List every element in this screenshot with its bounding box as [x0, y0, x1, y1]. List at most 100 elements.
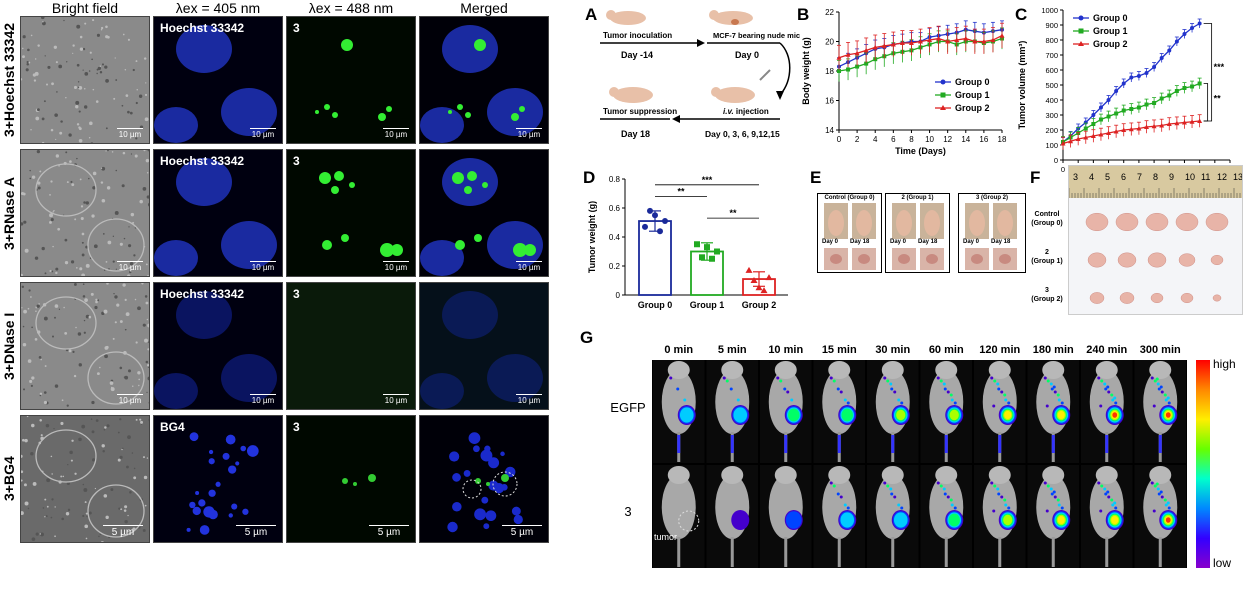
x-tick-label: 0 [1061, 165, 1065, 174]
fluorescence-speck [1111, 503, 1115, 507]
texture-speck [113, 97, 116, 100]
scale-bar-text: 10 µm [251, 263, 275, 272]
micrograph-bg [420, 416, 548, 542]
texture-speck [102, 232, 105, 235]
texture-speck [26, 60, 29, 64]
scale-bar-line [383, 128, 409, 129]
scale-bar-line [383, 261, 409, 262]
fluorescence-speck [1167, 506, 1171, 510]
texture-speck [55, 267, 59, 271]
texture-speck [36, 150, 41, 154]
texture-speck [36, 108, 40, 112]
mouse-silhouette [768, 370, 803, 434]
x-tick-label: 10 [925, 135, 934, 144]
y-tick-label: 200 [1045, 126, 1058, 135]
texture-speck [45, 423, 50, 428]
bg4-focus [513, 514, 523, 525]
texture-speck [117, 458, 121, 462]
texture-speck [123, 237, 126, 240]
scale-bar: 10 µm [117, 394, 143, 405]
texture-speck [45, 83, 49, 86]
fluorescence-signal [893, 512, 908, 528]
fluorescence-speck [1152, 404, 1156, 408]
texture-speck [29, 177, 32, 180]
texture-speck [59, 131, 63, 135]
ruler-number: 4 [1089, 172, 1094, 182]
row-label-hoechst: 3+Hoechst 33342 [1, 22, 17, 138]
texture-speck [124, 519, 128, 524]
fluorescence-speck [1060, 401, 1064, 405]
cell-outline [87, 484, 145, 538]
excised-tumor [1115, 212, 1139, 232]
tumor-row-label: Control (Group 0) [1026, 210, 1068, 228]
texture-speck [105, 515, 109, 520]
texture-speck [22, 35, 26, 39]
fluorescence-speck [1046, 379, 1050, 383]
y-tick-label: 800 [1045, 36, 1058, 45]
mouse-head [828, 361, 851, 379]
texture-speck [106, 283, 109, 285]
ruler-number: 9 [1169, 172, 1174, 182]
mouse-tail [837, 537, 841, 567]
fluorescence-speck [1003, 498, 1007, 502]
data-point [765, 274, 773, 281]
data-point [1106, 130, 1112, 135]
texture-speck [76, 123, 80, 126]
mouse-body [896, 210, 912, 236]
data-point [1182, 86, 1187, 90]
data-point [927, 37, 933, 43]
colocalized-spot [486, 482, 490, 486]
texture-speck [119, 418, 122, 421]
tumor-volume-chart: 0100200300400500600700800900100002468101… [1017, 6, 1234, 185]
scale-bar: 5 µm [236, 525, 276, 538]
nucleolus-signal [467, 171, 477, 181]
step-inoculation: Tumor inoculation [603, 31, 672, 40]
data-point [846, 67, 851, 72]
texture-speck [81, 253, 85, 257]
data-point [694, 241, 700, 248]
texture-speck [129, 491, 132, 494]
texture-speck [54, 506, 56, 508]
day-18: Day 18 [621, 129, 650, 139]
bg4-focus [488, 480, 499, 491]
texture-speck [60, 475, 63, 478]
cell-outline [35, 429, 97, 483]
texture-speck [54, 535, 56, 538]
fluorescence-speck [786, 390, 790, 394]
texture-speck [135, 341, 138, 344]
micrograph-rnase-c3: 10 µm [419, 149, 549, 277]
row-label-dnase: 3+DNase I [1, 312, 17, 380]
data-point [836, 55, 842, 60]
texture-speck [21, 285, 25, 289]
texture-speck [58, 308, 61, 310]
texture-speck [147, 341, 149, 343]
texture-speck [34, 256, 39, 260]
data-point [1090, 133, 1096, 138]
scale-bar: 10 µm [250, 394, 276, 405]
fluorescence-speck [950, 398, 954, 402]
texture-speck [137, 371, 141, 375]
bg4-focus [246, 445, 259, 457]
texture-speck [45, 515, 48, 518]
texture-speck [53, 428, 55, 430]
texture-speck [21, 191, 25, 196]
texture-speck [144, 117, 149, 122]
mouse-tail [1105, 537, 1109, 567]
imaging-row-label: 3 [624, 504, 632, 519]
fluorescence-speck [736, 398, 740, 402]
excised-tumor [1205, 212, 1229, 232]
texture-speck [95, 298, 98, 301]
texture-speck [101, 166, 106, 171]
texture-speck [44, 272, 47, 275]
micrograph-bg [21, 150, 149, 276]
texture-speck [124, 505, 128, 509]
data-point [1144, 102, 1149, 107]
data-point [1121, 81, 1126, 86]
texture-speck [122, 33, 125, 36]
texture-speck [81, 273, 86, 276]
day-label: Day 18 [918, 239, 938, 245]
data-point [1136, 74, 1141, 78]
micrograph-bg [287, 17, 415, 143]
texture-speck [21, 470, 24, 474]
texture-speck [66, 404, 69, 407]
